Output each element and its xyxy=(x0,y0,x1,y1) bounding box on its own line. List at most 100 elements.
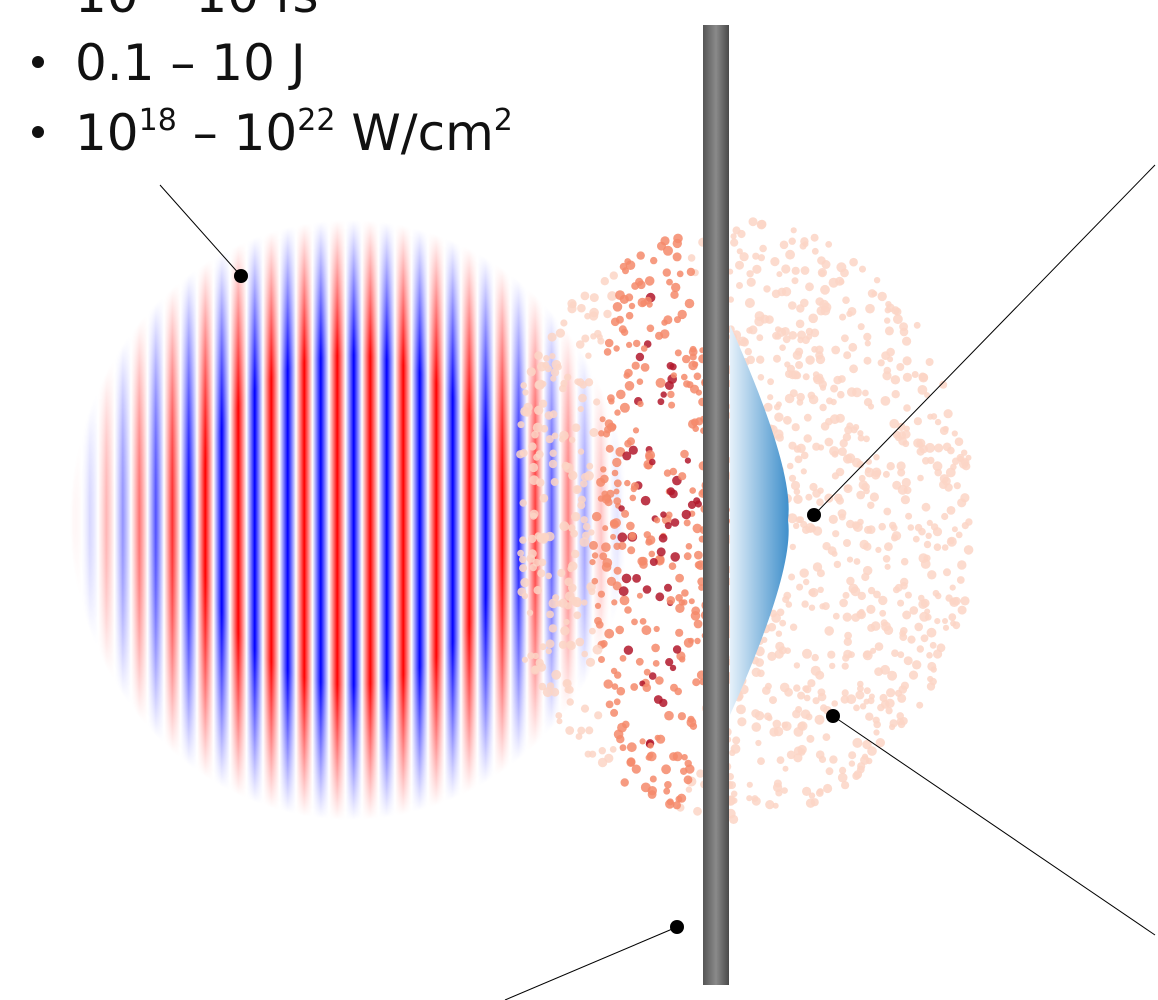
particle xyxy=(897,468,906,477)
particle xyxy=(538,682,547,691)
particle xyxy=(757,669,765,678)
particle xyxy=(865,467,871,474)
particle xyxy=(826,397,833,405)
particle xyxy=(948,537,955,545)
particle xyxy=(861,572,870,582)
particle xyxy=(925,358,934,366)
particle xyxy=(696,769,705,778)
particle xyxy=(856,610,865,619)
particle xyxy=(788,573,796,581)
particle xyxy=(965,454,972,461)
particle xyxy=(693,372,702,381)
particle xyxy=(913,321,921,329)
particle xyxy=(831,472,840,480)
particle xyxy=(791,266,800,275)
particle xyxy=(816,569,825,578)
particle xyxy=(772,719,782,729)
particle xyxy=(925,532,932,539)
particle xyxy=(604,338,614,348)
particle xyxy=(841,781,850,790)
particle xyxy=(602,525,609,532)
particle xyxy=(770,257,780,267)
particle xyxy=(520,577,530,588)
particle xyxy=(763,285,771,293)
particle xyxy=(879,609,887,617)
particle xyxy=(688,637,694,644)
particle xyxy=(897,693,907,703)
particle xyxy=(863,356,872,365)
particle xyxy=(581,334,590,343)
particle xyxy=(800,709,811,719)
particle xyxy=(569,436,576,444)
particle xyxy=(626,341,633,348)
particle xyxy=(600,474,609,484)
particle xyxy=(694,550,703,560)
particle xyxy=(676,270,684,278)
particle xyxy=(791,277,799,285)
particle xyxy=(812,442,821,451)
particle xyxy=(644,276,655,286)
particle xyxy=(664,781,672,789)
particle xyxy=(636,251,645,260)
callout-dots xyxy=(234,269,840,934)
particle xyxy=(795,347,804,356)
particle xyxy=(808,588,816,597)
particle xyxy=(918,372,927,381)
particle xyxy=(598,656,605,663)
particle xyxy=(577,495,586,504)
bullet-text: 10 – 10 fs xyxy=(75,0,319,24)
particle xyxy=(912,660,922,670)
particle xyxy=(624,479,631,487)
particle xyxy=(821,602,830,611)
particle xyxy=(948,613,957,621)
particle xyxy=(652,660,660,667)
particle xyxy=(588,529,595,536)
particle xyxy=(630,683,639,691)
particle xyxy=(604,628,615,639)
particle xyxy=(884,563,891,570)
particle xyxy=(781,721,788,729)
particle xyxy=(526,609,534,616)
particle xyxy=(917,385,928,395)
particle xyxy=(817,487,824,494)
particle xyxy=(557,568,566,578)
particle xyxy=(545,639,555,649)
particle xyxy=(786,750,796,760)
particle xyxy=(838,447,847,456)
particle xyxy=(902,610,912,620)
particle xyxy=(867,746,877,756)
particle xyxy=(574,378,581,386)
particle xyxy=(581,650,588,658)
particle xyxy=(833,560,842,569)
particle xyxy=(651,643,660,653)
particle xyxy=(871,290,878,297)
particle xyxy=(578,393,587,403)
particle xyxy=(643,668,651,676)
particle xyxy=(901,429,911,439)
particle xyxy=(865,712,874,721)
particle xyxy=(680,449,689,459)
particle xyxy=(637,280,646,290)
particle xyxy=(873,590,881,599)
particle xyxy=(924,608,931,615)
particle xyxy=(825,767,834,776)
particle xyxy=(567,304,577,314)
particle xyxy=(874,642,884,651)
particle xyxy=(836,496,844,505)
particle xyxy=(661,764,671,775)
particle xyxy=(631,618,638,626)
particle xyxy=(884,317,891,324)
particle xyxy=(580,516,588,524)
particle xyxy=(850,426,858,434)
particle xyxy=(614,409,621,416)
particle xyxy=(607,291,617,301)
particle xyxy=(887,356,894,363)
particle xyxy=(597,590,606,598)
particle xyxy=(757,374,765,381)
particle xyxy=(842,654,850,662)
particle xyxy=(801,336,810,345)
particle xyxy=(618,541,627,551)
bullet-text: 1018 – 1022 W/cm2 xyxy=(75,103,513,162)
particle xyxy=(848,760,856,767)
particle xyxy=(765,800,775,810)
